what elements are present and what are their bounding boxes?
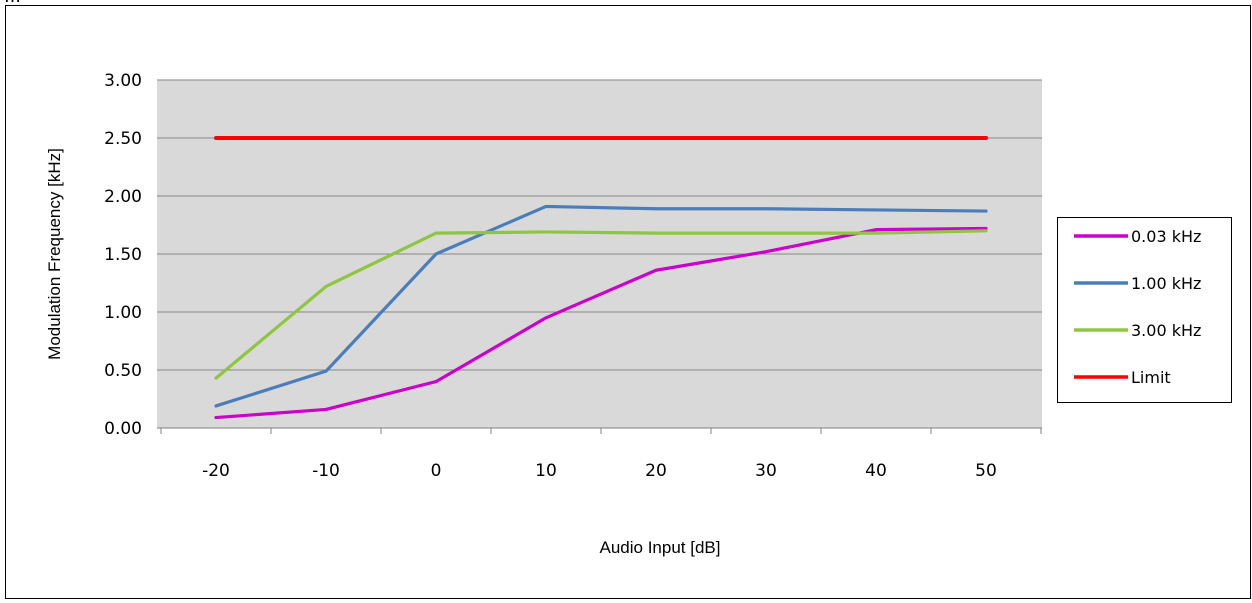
y-tick-label: 1.50 bbox=[104, 245, 142, 265]
legend-label: Limit bbox=[1131, 368, 1171, 387]
x-tick-label: 30 bbox=[755, 461, 777, 481]
y-axis-tick-labels: 0.00 0.50 1.00 1.50 2.00 2.50 3.00 bbox=[104, 71, 142, 439]
x-tick-label: -10 bbox=[312, 461, 340, 481]
x-tick-label: -20 bbox=[202, 461, 230, 481]
header-fragment: … bbox=[4, 0, 21, 7]
x-tick-label: 10 bbox=[535, 461, 557, 481]
y-tick-label: 1.00 bbox=[104, 303, 142, 323]
y-axis-title: Modulation Frequency [kHz] bbox=[45, 148, 64, 360]
x-axis-tick-labels: -20 -10 0 10 20 30 40 50 bbox=[202, 461, 997, 481]
y-tick-label: 2.50 bbox=[104, 129, 142, 149]
y-tick-label: 0.50 bbox=[104, 361, 142, 381]
x-tick-label: 50 bbox=[975, 461, 997, 481]
legend-label: 3.00 kHz bbox=[1131, 321, 1201, 340]
y-tick-label: 3.00 bbox=[104, 71, 142, 91]
legend-label: 0.03 kHz bbox=[1131, 227, 1201, 246]
legend-label: 1.00 kHz bbox=[1131, 274, 1201, 293]
x-tick-label: 40 bbox=[865, 461, 887, 481]
y-tick-label: 0.00 bbox=[104, 419, 142, 439]
x-axis-title: Audio Input [dB] bbox=[600, 538, 721, 557]
series-line-3-00-khz bbox=[214, 229, 988, 380]
y-tick-label: 2.00 bbox=[104, 187, 142, 207]
legend: 0.03 kHz 1.00 kHz 3.00 kHz Limit bbox=[1057, 217, 1232, 403]
x-tick-label: 20 bbox=[645, 461, 667, 481]
series-line-1-00-khz bbox=[214, 204, 988, 408]
x-tick-label: 0 bbox=[431, 461, 442, 481]
legend-box bbox=[1057, 217, 1232, 403]
series-lines bbox=[214, 136, 988, 420]
